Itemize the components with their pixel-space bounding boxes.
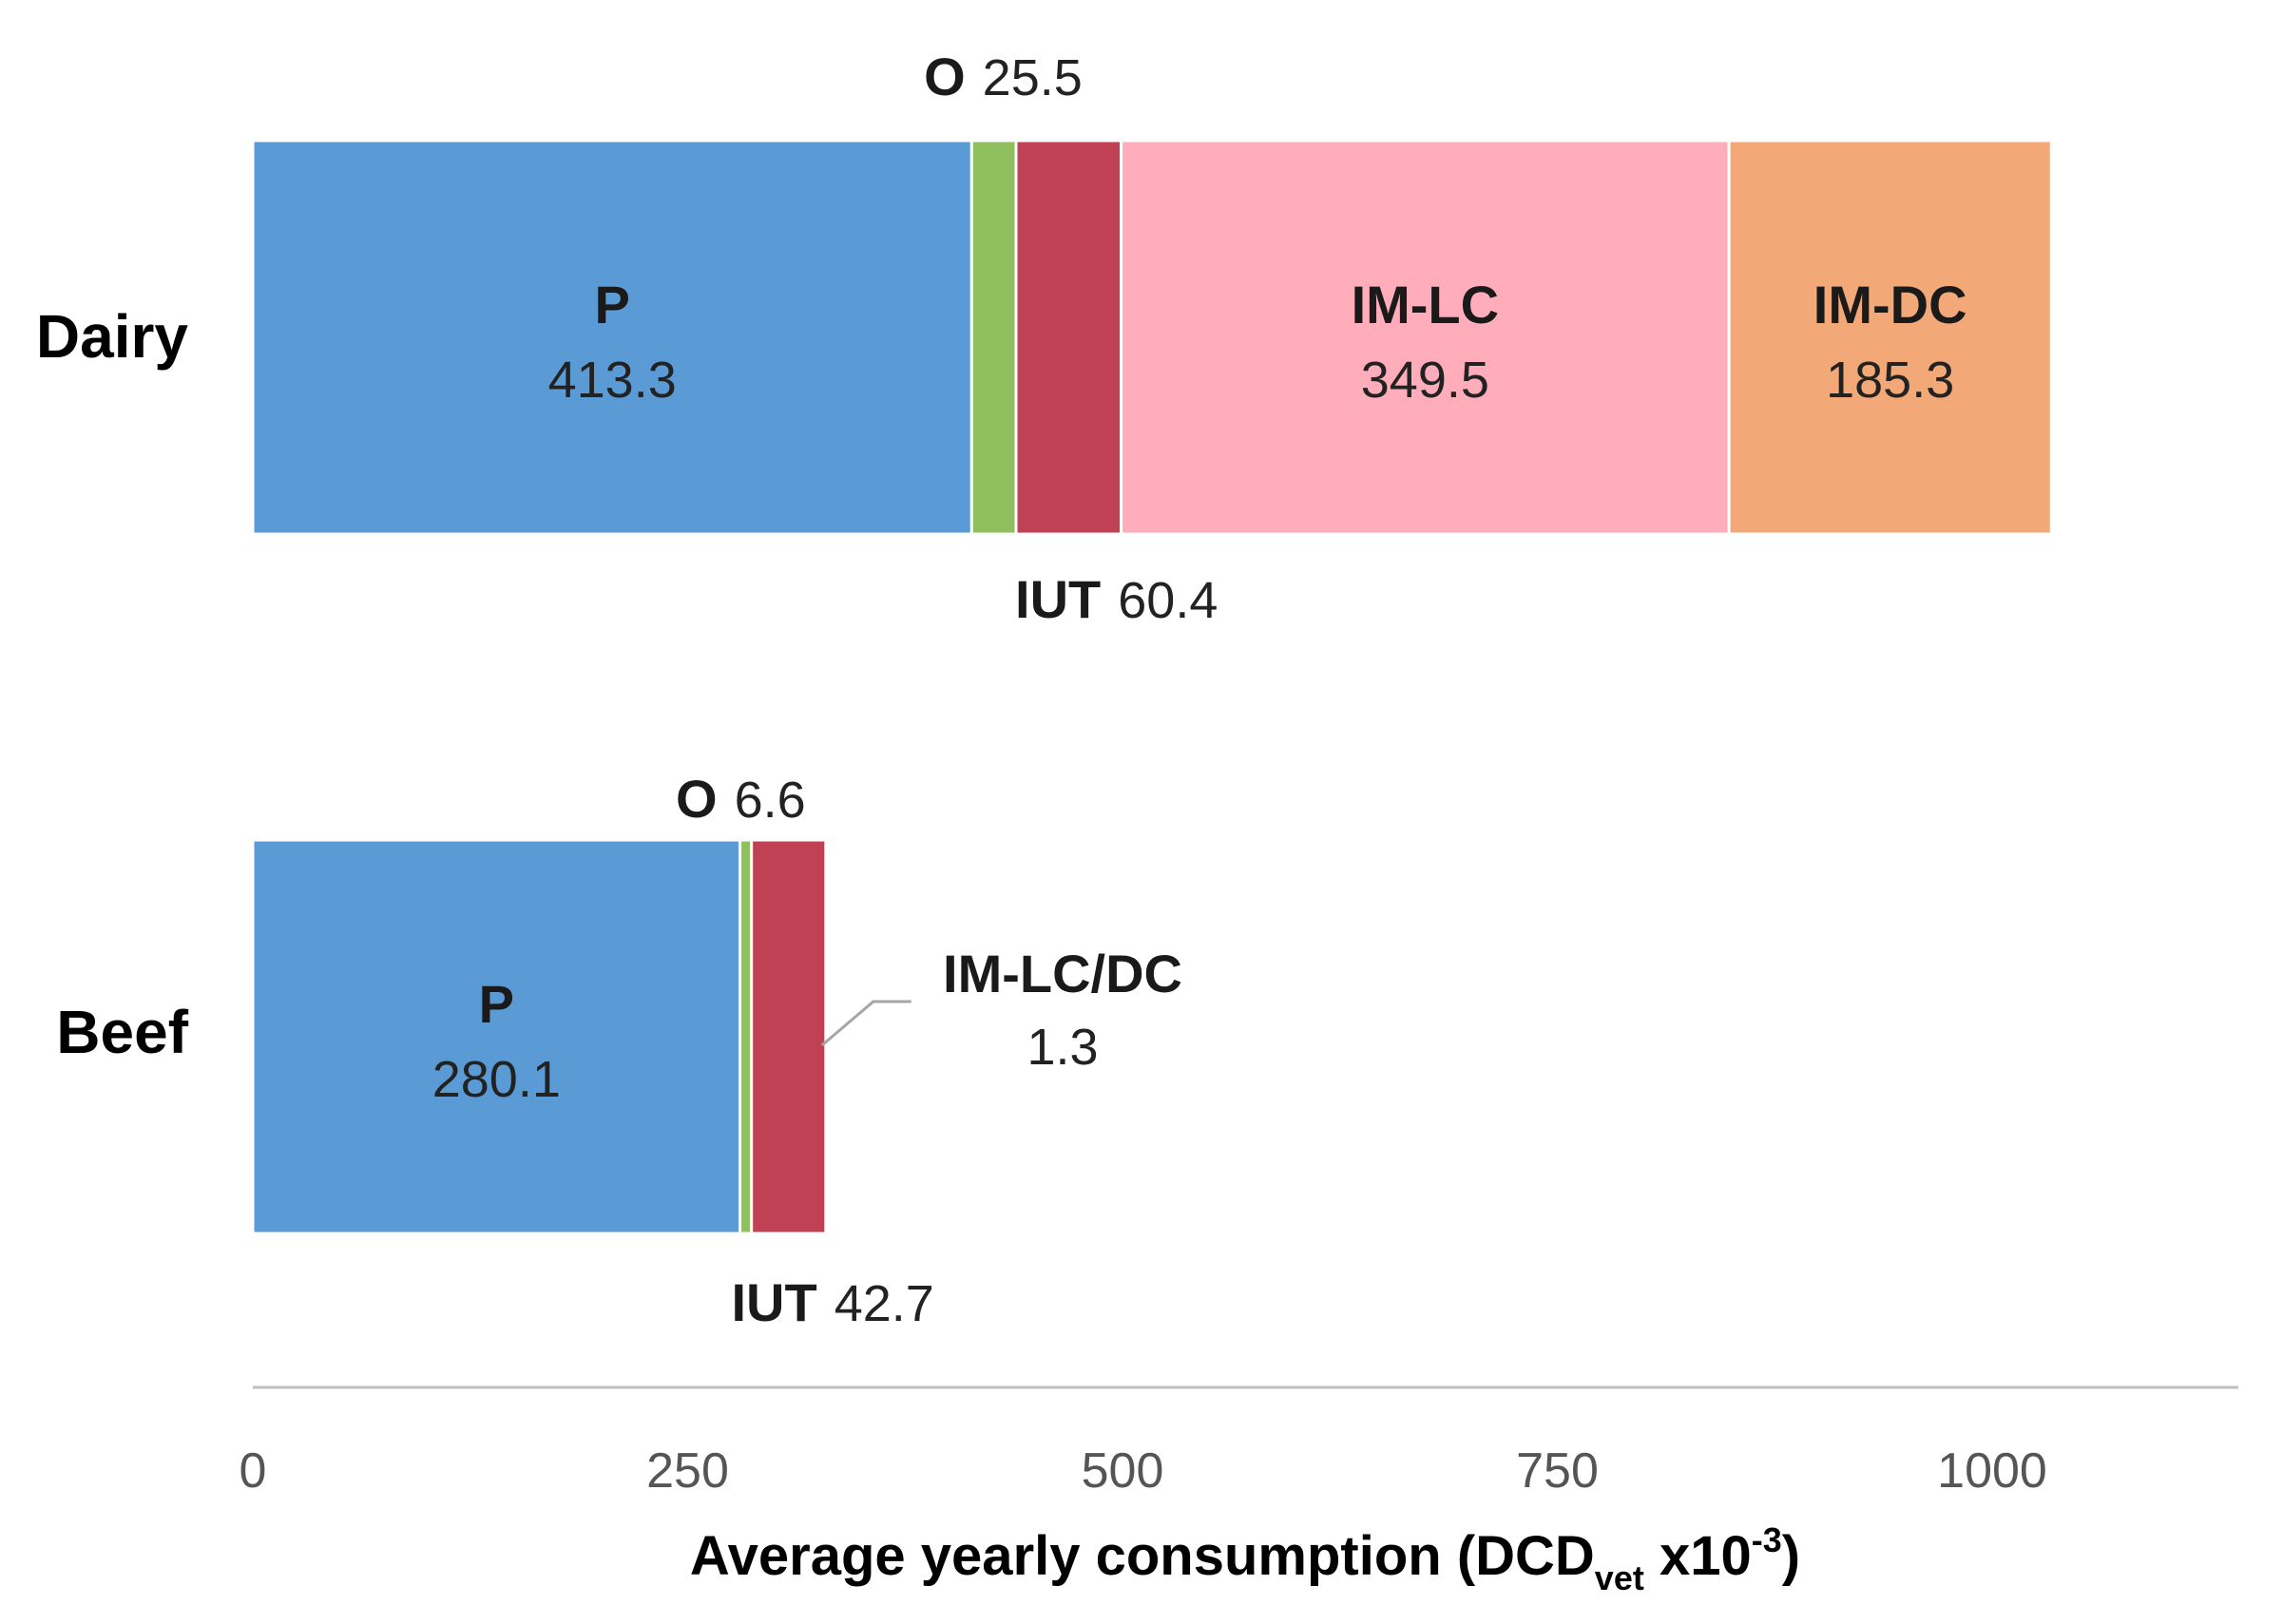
segment-labels-layer: P 413.3 IM-LC 349.5 IM-DC 185.3 O 25.5 IUT 60.4 P 2… [432, 47, 1967, 1332]
x-axis-title-subscript: vet [1595, 1558, 1644, 1597]
label-beef-p-value: 280.1 [432, 1051, 561, 1108]
bar-segment-dairy-o [969, 139, 1018, 536]
label-dairy-p-value: 413.3 [548, 352, 677, 409]
label-beef-o-value: 6.6 [735, 772, 806, 829]
x-axis-title-main: Average yearly consumption (DCD [690, 1525, 1595, 1587]
x-axis-title-tail: x10 [1644, 1525, 1752, 1587]
bar-segment-beef-o [739, 838, 754, 1235]
bar-segment-dairy-im-dc [1727, 139, 2053, 536]
label-dairy-p-name: P [594, 275, 629, 334]
label-beef-imlcdc-name: IM-LC/DC [943, 944, 1182, 1003]
label-beef-iut-value: 42.7 [835, 1275, 934, 1332]
callout-leader-line [820, 1000, 911, 1047]
x-tick-label: 750 [1516, 1443, 1599, 1499]
x-tick-label: 500 [1082, 1443, 1164, 1499]
category-label-beef: Beef [56, 998, 188, 1066]
bar-segment-dairy-im-lc [1120, 139, 1731, 536]
bar-segment-beef-p [251, 838, 742, 1235]
label-dairy-o-name: O [924, 47, 966, 106]
label-dairy-o-value: 25.5 [983, 49, 1083, 106]
label-dairy-im-lc-value: 349.5 [1361, 352, 1489, 409]
label-dairy-im-lc-name: IM-LC [1352, 275, 1500, 334]
x-tick-label: 250 [646, 1443, 729, 1499]
label-dairy-im-dc-name: IM-DC [1813, 275, 1967, 334]
x-axis-ticks: 0 250 500 750 1000 [240, 1443, 2047, 1499]
x-axis-title-superscript: -3 [1752, 1520, 1782, 1559]
x-tick-label: 1000 [1937, 1443, 2047, 1499]
label-beef-o-name: O [676, 769, 718, 829]
label-beef-p-name: P [479, 974, 514, 1034]
label-beef-imlcdc-value: 1.3 [1026, 1019, 1098, 1076]
bar-segment-dairy-iut [1014, 139, 1123, 536]
label-dairy-im-dc-value: 185.3 [1826, 352, 1954, 409]
x-axis-title: Average yearly consumption (DCDvet x10-3… [690, 1520, 1800, 1597]
x-tick-label: 0 [240, 1443, 267, 1499]
category-label-dairy: Dairy [36, 302, 189, 371]
label-beef-iut-name: IUT [732, 1272, 817, 1332]
label-dairy-iut-name: IUT [1015, 569, 1101, 629]
bars-layer [251, 139, 2053, 1235]
bar-segment-dairy-p [251, 139, 973, 536]
label-dairy-iut-value: 60.4 [1118, 572, 1218, 629]
bar-segment-beef-iut [750, 838, 828, 1235]
x-axis-title-close: ) [1782, 1525, 1800, 1587]
